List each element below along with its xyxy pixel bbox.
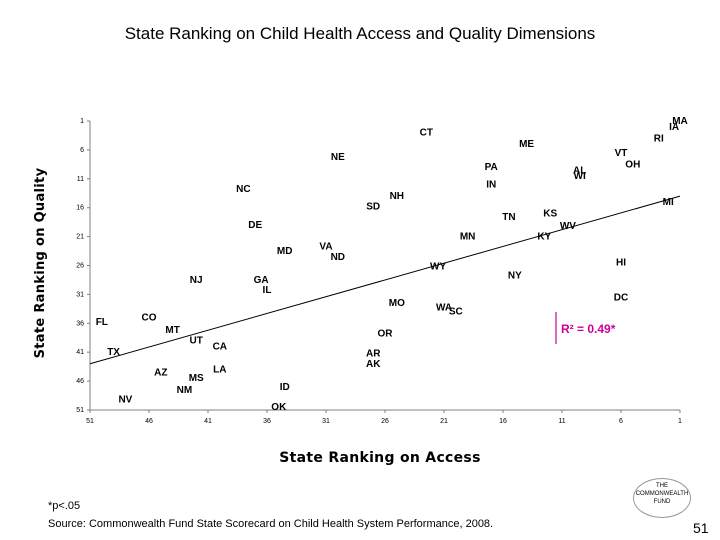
- data-point-nm: NM: [177, 385, 193, 396]
- data-point-ms: MS: [189, 373, 204, 384]
- trendline-group: [89, 195, 681, 365]
- data-point-az: AZ: [154, 367, 167, 378]
- data-point-mi: MI: [663, 197, 674, 208]
- y-axis-title: State Ranking on Quality: [33, 167, 48, 359]
- data-point-ri: RI: [654, 133, 664, 144]
- logo-line-2: COMMONWEALTH: [635, 491, 689, 497]
- data-point-ne: NE: [331, 152, 345, 163]
- data-point-wi: WI: [574, 171, 586, 182]
- data-point-vt: VT: [615, 148, 628, 159]
- data-point-il: IL: [263, 285, 272, 296]
- data-point-ca: CA: [213, 341, 227, 352]
- x-tick-label: 11: [558, 418, 565, 425]
- y-tick-label: 26: [76, 263, 84, 270]
- data-point-ar: AR: [366, 348, 381, 359]
- data-point-mo: MO: [389, 298, 405, 309]
- x-tick-label: 21: [440, 418, 448, 425]
- data-point-va: VA: [319, 241, 332, 252]
- y-tick-label: 16: [76, 205, 84, 212]
- data-point-in: IN: [486, 180, 496, 191]
- data-point-ga: GA: [254, 275, 269, 286]
- data-point-de: DE: [248, 220, 262, 231]
- data-point-fl: FL: [96, 317, 108, 328]
- data-point-wv: WV: [560, 221, 576, 232]
- r-squared-label: R² = 0.49*: [561, 322, 616, 336]
- y-tick-label: 6: [80, 147, 84, 154]
- y-tick-label: 31: [76, 291, 84, 298]
- x-tick-label: 16: [499, 418, 507, 425]
- data-point-wy: WY: [430, 262, 446, 273]
- data-point-mn: MN: [460, 232, 476, 243]
- data-point-nv: NV: [118, 395, 132, 406]
- y-tick-label: 1: [80, 118, 84, 125]
- data-point-hi: HI: [616, 258, 626, 269]
- data-point-ma: MA: [672, 116, 688, 127]
- data-point-co: CO: [142, 313, 157, 324]
- y-tick-label: 21: [76, 234, 84, 241]
- data-point-tx: TX: [107, 347, 120, 358]
- y-tick-label: 11: [77, 176, 84, 183]
- data-point-nd: ND: [331, 252, 345, 263]
- data-point-dc: DC: [614, 292, 628, 303]
- data-point-sc: SC: [449, 307, 463, 318]
- annotations: R² = 0.49*: [555, 312, 616, 344]
- data-point-nh: NH: [390, 191, 404, 202]
- x-tick-label: 46: [145, 418, 153, 425]
- data-point-id: ID: [280, 382, 290, 393]
- y-tick-label: 41: [76, 349, 84, 356]
- chart-axes: [89, 121, 680, 411]
- trendline: [89, 195, 681, 365]
- data-point-ky: KY: [537, 232, 551, 243]
- y-tick-label: 51: [76, 407, 84, 414]
- page-title: State Ranking on Child Health Access and…: [124, 24, 596, 43]
- commonwealth-fund-logo: THE COMMONWEALTH FUND: [633, 478, 691, 518]
- data-point-me: ME: [519, 139, 534, 150]
- x-tick-label: 36: [263, 418, 271, 425]
- logo-line-1: THE: [656, 483, 668, 489]
- data-point-sd: SD: [366, 202, 380, 213]
- x-tick-label: 41: [204, 418, 212, 425]
- data-point-al: AL: [573, 166, 586, 177]
- data-point-nj: NJ: [190, 275, 203, 286]
- data-point-ut: UT: [190, 336, 203, 347]
- data-point-pa: PA: [485, 162, 498, 173]
- data-point-oh: OH: [625, 159, 640, 170]
- data-point-wa: WA: [436, 303, 452, 314]
- source-note: Source: Commonwealth Fund State Scorecar…: [48, 518, 494, 530]
- x-tick-label: 1: [678, 418, 682, 425]
- data-point-ok: OK: [271, 402, 287, 413]
- y-tick-label: 46: [76, 378, 84, 385]
- data-point-tn: TN: [502, 212, 515, 223]
- footnote: *p<.05: [48, 500, 81, 512]
- x-tick-label: 26: [381, 418, 389, 425]
- data-point-ks: KS: [543, 208, 557, 219]
- x-tick-label: 6: [619, 418, 623, 425]
- data-point-ak: AK: [366, 359, 381, 370]
- data-point-or: OR: [378, 329, 394, 340]
- data-point-nc: NC: [236, 184, 250, 195]
- x-tick-label: 51: [86, 418, 94, 425]
- x-axis-title: State Ranking on Access: [279, 450, 481, 466]
- y-tick-label: 36: [76, 320, 84, 327]
- data-point-la: LA: [213, 365, 226, 376]
- data-point-ny: NY: [508, 270, 522, 281]
- logo-line-3: FUND: [653, 499, 671, 505]
- data-point-ia: IA: [669, 122, 679, 133]
- page-number: 51: [693, 520, 709, 536]
- data-point-mt: MT: [165, 325, 179, 336]
- data-point-ct: CT: [420, 128, 433, 139]
- x-tick-label: 31: [322, 418, 330, 425]
- data-point-md: MD: [277, 246, 293, 257]
